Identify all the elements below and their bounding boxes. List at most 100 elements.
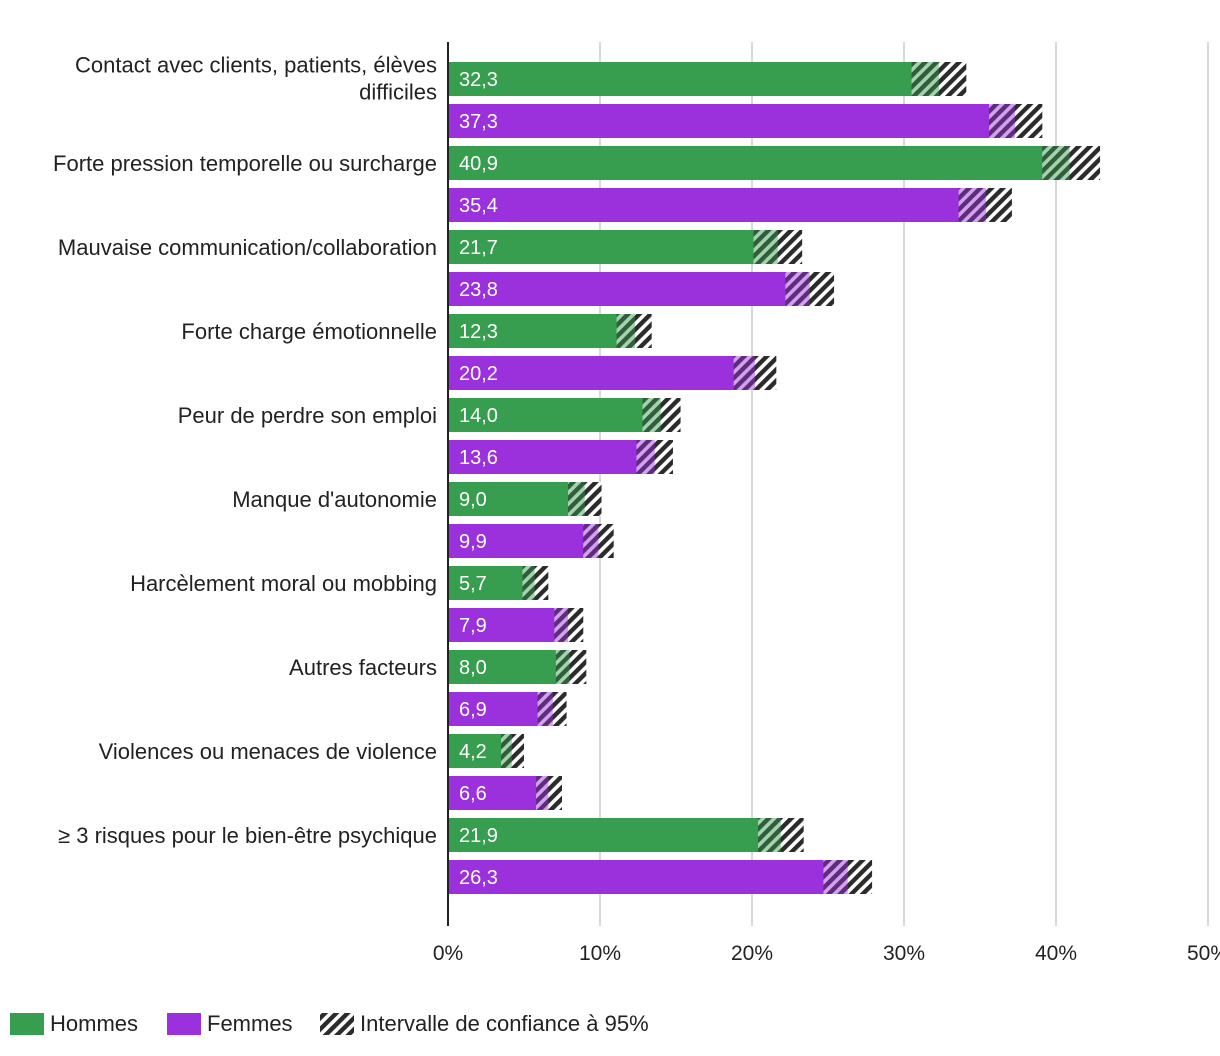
confidence-interval bbox=[989, 104, 1043, 138]
confidence-interval-tint bbox=[555, 650, 570, 684]
confidence-interval bbox=[785, 272, 835, 306]
bar-hommes bbox=[448, 566, 535, 600]
category-label: Contact avec clients, patients, élèves di… bbox=[75, 53, 437, 105]
bar-femmes bbox=[448, 356, 756, 390]
bar-femmes bbox=[448, 524, 599, 558]
confidence-interval bbox=[554, 608, 584, 642]
confidence-interval bbox=[636, 440, 673, 474]
confidence-interval bbox=[536, 776, 562, 810]
data-label: 23,8 bbox=[459, 279, 498, 301]
confidence-interval-tint bbox=[823, 860, 848, 894]
confidence-interval-tint bbox=[522, 566, 535, 600]
bars: 32,3 37,3 40,9 35,4 21,7 23,8 12,3 20,2 14,0 13,6… bbox=[448, 62, 1101, 894]
data-label: 26,3 bbox=[459, 867, 498, 889]
bar-hommes bbox=[448, 818, 781, 852]
confidence-interval-tint bbox=[536, 776, 549, 810]
legend-swatch-femmes bbox=[167, 1013, 201, 1035]
category-label: Forte pression temporelle ou surcharge bbox=[53, 151, 437, 176]
bar-hommes bbox=[448, 62, 939, 96]
confidence-interval-tint bbox=[733, 356, 756, 390]
confidence-interval bbox=[733, 356, 777, 390]
confidence-interval-tint bbox=[642, 398, 661, 432]
confidence-interval-tint bbox=[636, 440, 655, 474]
confidence-interval bbox=[758, 818, 804, 852]
data-label: 35,4 bbox=[459, 195, 498, 217]
confidence-interval-tint bbox=[537, 692, 553, 726]
data-label: 9,9 bbox=[459, 531, 487, 553]
data-label: 37,3 bbox=[459, 111, 498, 133]
data-label: 20,2 bbox=[459, 363, 498, 385]
category-label: Peur de perdre son emploi bbox=[178, 403, 437, 428]
bar-femmes bbox=[448, 440, 655, 474]
bar-hommes bbox=[448, 146, 1070, 180]
legend-label: Hommes bbox=[50, 1011, 138, 1036]
axes: 0% 10% 20% 30% 40% 50% bbox=[433, 42, 1220, 965]
confidence-interval-tint bbox=[1042, 146, 1070, 180]
confidence-interval bbox=[583, 524, 614, 558]
confidence-interval bbox=[501, 734, 524, 768]
confidence-interval-tint bbox=[554, 608, 569, 642]
confidence-interval bbox=[555, 650, 587, 684]
category-label: Harcèlement moral ou mobbing bbox=[130, 571, 437, 596]
bar-hommes bbox=[448, 398, 661, 432]
bar-femmes bbox=[448, 188, 987, 222]
confidence-interval-tint bbox=[616, 314, 635, 348]
confidence-interval bbox=[753, 230, 803, 264]
x-tick-label: 30% bbox=[883, 942, 925, 965]
category-label: Forte charge émotionnelle bbox=[181, 319, 437, 344]
confidence-interval bbox=[522, 566, 549, 600]
confidence-interval bbox=[537, 692, 567, 726]
confidence-interval bbox=[823, 860, 873, 894]
category-labels: Contact avec clients, patients, élèves di… bbox=[53, 53, 437, 849]
bar-hommes bbox=[448, 314, 635, 348]
x-tick-label: 0% bbox=[433, 942, 463, 965]
x-tick-label: 10% bbox=[579, 942, 621, 965]
category-label: Manque d'autonomie bbox=[232, 487, 437, 512]
category-label: Violences ou menaces de violence bbox=[99, 739, 437, 764]
bar-femmes bbox=[448, 272, 810, 306]
data-label: 4,2 bbox=[459, 741, 487, 763]
data-label: 5,7 bbox=[459, 573, 487, 595]
data-label: 40,9 bbox=[459, 153, 498, 175]
confidence-interval bbox=[616, 314, 652, 348]
confidence-interval-tint bbox=[758, 818, 781, 852]
category-label: Mauvaise communication/collaboration bbox=[58, 235, 437, 260]
confidence-interval bbox=[568, 482, 602, 516]
bar-femmes bbox=[448, 608, 569, 642]
x-tick-label: 40% bbox=[1035, 942, 1077, 965]
data-label: 7,9 bbox=[459, 615, 487, 637]
confidence-interval bbox=[911, 62, 967, 96]
data-label: 21,9 bbox=[459, 825, 498, 847]
data-label: 14,0 bbox=[459, 405, 498, 427]
bar-hommes bbox=[448, 482, 585, 516]
bar-femmes bbox=[448, 692, 553, 726]
confidence-interval-tint bbox=[583, 524, 599, 558]
bar-femmes bbox=[448, 104, 1015, 138]
confidence-interval-tint bbox=[989, 104, 1015, 138]
category-label: ≥ 3 risques pour le bien-être psychique bbox=[58, 823, 437, 848]
data-label: 12,3 bbox=[459, 321, 498, 343]
bar-hommes bbox=[448, 230, 778, 264]
legend-label: Femmes bbox=[207, 1011, 293, 1036]
confidence-interval bbox=[642, 398, 681, 432]
legend-swatch-ci bbox=[320, 1013, 354, 1035]
confidence-interval-tint bbox=[568, 482, 585, 516]
data-label: 9,0 bbox=[459, 489, 487, 511]
data-label: 6,6 bbox=[459, 783, 487, 805]
confidence-interval-tint bbox=[785, 272, 810, 306]
confidence-interval-tint bbox=[958, 188, 987, 222]
x-tick-label: 50% bbox=[1187, 942, 1220, 965]
category-label: Autres facteurs bbox=[289, 655, 437, 680]
data-label: 8,0 bbox=[459, 657, 487, 679]
legend-label: Intervalle de confiance à 95% bbox=[360, 1011, 649, 1036]
data-label: 6,9 bbox=[459, 699, 487, 721]
data-label: 13,6 bbox=[459, 447, 498, 469]
confidence-interval-tint bbox=[753, 230, 778, 264]
bar-femmes bbox=[448, 860, 848, 894]
x-tick-label: 20% bbox=[731, 942, 773, 965]
bar-femmes bbox=[448, 776, 549, 810]
legend: Hommes Femmes Intervalle de confiance à 95… bbox=[10, 1011, 649, 1036]
confidence-interval-tint bbox=[911, 62, 939, 96]
data-label: 32,3 bbox=[459, 69, 498, 91]
